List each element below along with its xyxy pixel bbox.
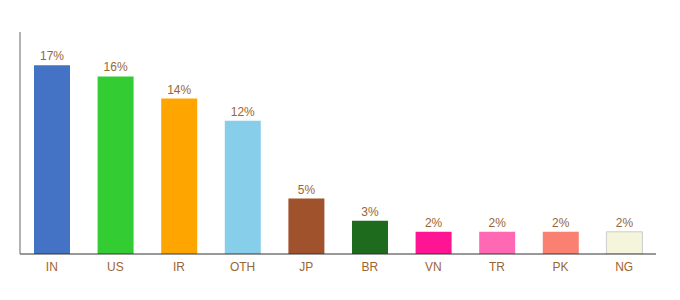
svg-text:2%: 2% bbox=[616, 216, 634, 230]
svg-text:12%: 12% bbox=[231, 105, 255, 119]
svg-text:BR: BR bbox=[361, 260, 378, 274]
svg-text:JP: JP bbox=[299, 260, 313, 274]
svg-text:16%: 16% bbox=[104, 60, 128, 74]
svg-text:PK: PK bbox=[553, 260, 569, 274]
svg-text:2%: 2% bbox=[425, 216, 443, 230]
svg-text:IR: IR bbox=[173, 260, 185, 274]
svg-text:IN: IN bbox=[46, 260, 58, 274]
svg-text:2%: 2% bbox=[489, 216, 507, 230]
svg-text:5%: 5% bbox=[298, 183, 316, 197]
svg-text:2%: 2% bbox=[552, 216, 570, 230]
svg-text:TR: TR bbox=[489, 260, 505, 274]
svg-text:14%: 14% bbox=[167, 83, 191, 97]
svg-text:VN: VN bbox=[425, 260, 442, 274]
svg-text:NG: NG bbox=[615, 260, 633, 274]
svg-text:17%: 17% bbox=[40, 49, 64, 63]
svg-text:OTH: OTH bbox=[230, 260, 255, 274]
svg-text:US: US bbox=[107, 260, 124, 274]
svg-text:3%: 3% bbox=[361, 205, 379, 219]
